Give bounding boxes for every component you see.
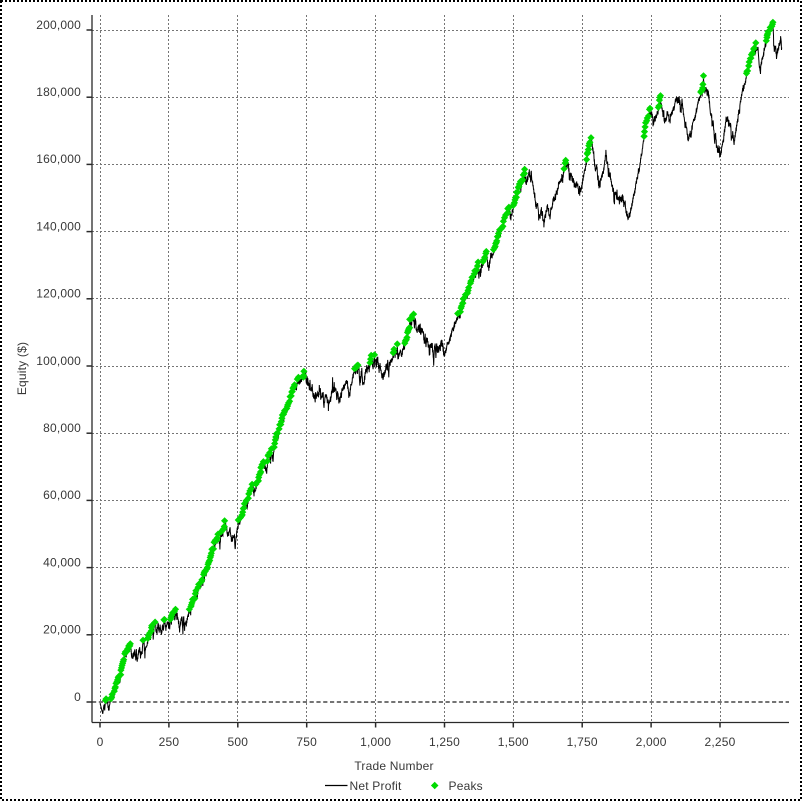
svg-text:160,000: 160,000 — [36, 152, 81, 166]
svg-text:2,000: 2,000 — [636, 735, 667, 749]
svg-text:120,000: 120,000 — [36, 287, 81, 301]
svg-text:40,000: 40,000 — [43, 555, 81, 569]
svg-text:Peaks: Peaks — [449, 779, 483, 793]
svg-text:2,250: 2,250 — [704, 735, 735, 749]
svg-text:1,250: 1,250 — [429, 735, 460, 749]
svg-text:100,000: 100,000 — [36, 354, 81, 368]
svg-text:1,500: 1,500 — [498, 735, 529, 749]
svg-text:Equity ($): Equity ($) — [15, 342, 29, 395]
svg-text:1,000: 1,000 — [360, 735, 391, 749]
svg-text:Trade Number: Trade Number — [354, 759, 433, 773]
svg-text:500: 500 — [227, 735, 248, 749]
svg-text:1,750: 1,750 — [567, 735, 598, 749]
svg-text:Net Profit: Net Profit — [350, 779, 402, 793]
svg-text:180,000: 180,000 — [36, 85, 81, 99]
svg-text:750: 750 — [296, 735, 317, 749]
svg-text:0: 0 — [97, 735, 104, 749]
svg-text:60,000: 60,000 — [43, 488, 81, 502]
svg-text:80,000: 80,000 — [43, 421, 81, 435]
svg-text:200,000: 200,000 — [36, 18, 81, 32]
svg-text:140,000: 140,000 — [36, 219, 81, 233]
svg-text:20,000: 20,000 — [43, 623, 81, 637]
svg-text:250: 250 — [159, 735, 180, 749]
svg-text:0: 0 — [74, 690, 81, 704]
